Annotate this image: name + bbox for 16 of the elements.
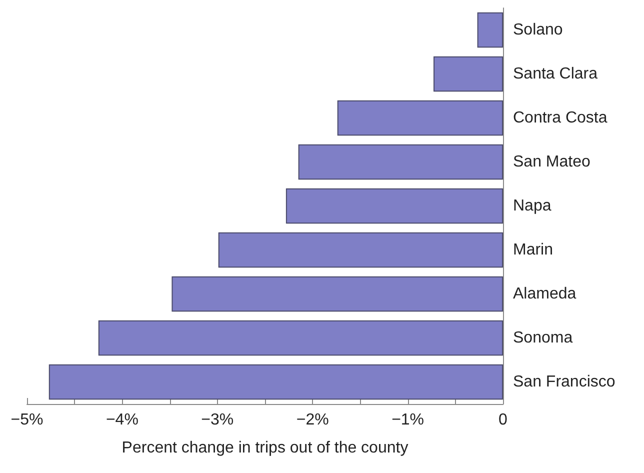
x-tick-label: −3% (201, 412, 234, 428)
y-tick-label: Napa (513, 198, 552, 214)
x-tick-label: −2% (296, 412, 329, 428)
y-tick-label: Contra Costa (513, 110, 608, 126)
y-tick-label: Santa Clara (513, 66, 598, 82)
y-tick-label: Sonoma (513, 330, 573, 346)
x-tick-label: −1% (392, 412, 424, 428)
y-tick-label: Alameda (513, 286, 576, 302)
y-tick-label: Marin (513, 242, 554, 258)
y-tick-label: San Mateo (513, 154, 590, 170)
x-tick-label: 0 (498, 412, 508, 428)
y-tick-label: San Francisco (513, 374, 616, 390)
x-tick-label: −5% (10, 412, 44, 428)
x-axis-title: Percent change in trips out of the county (122, 440, 408, 456)
x-tick-label: −4% (106, 412, 138, 428)
y-tick-label: Solano (513, 22, 563, 38)
